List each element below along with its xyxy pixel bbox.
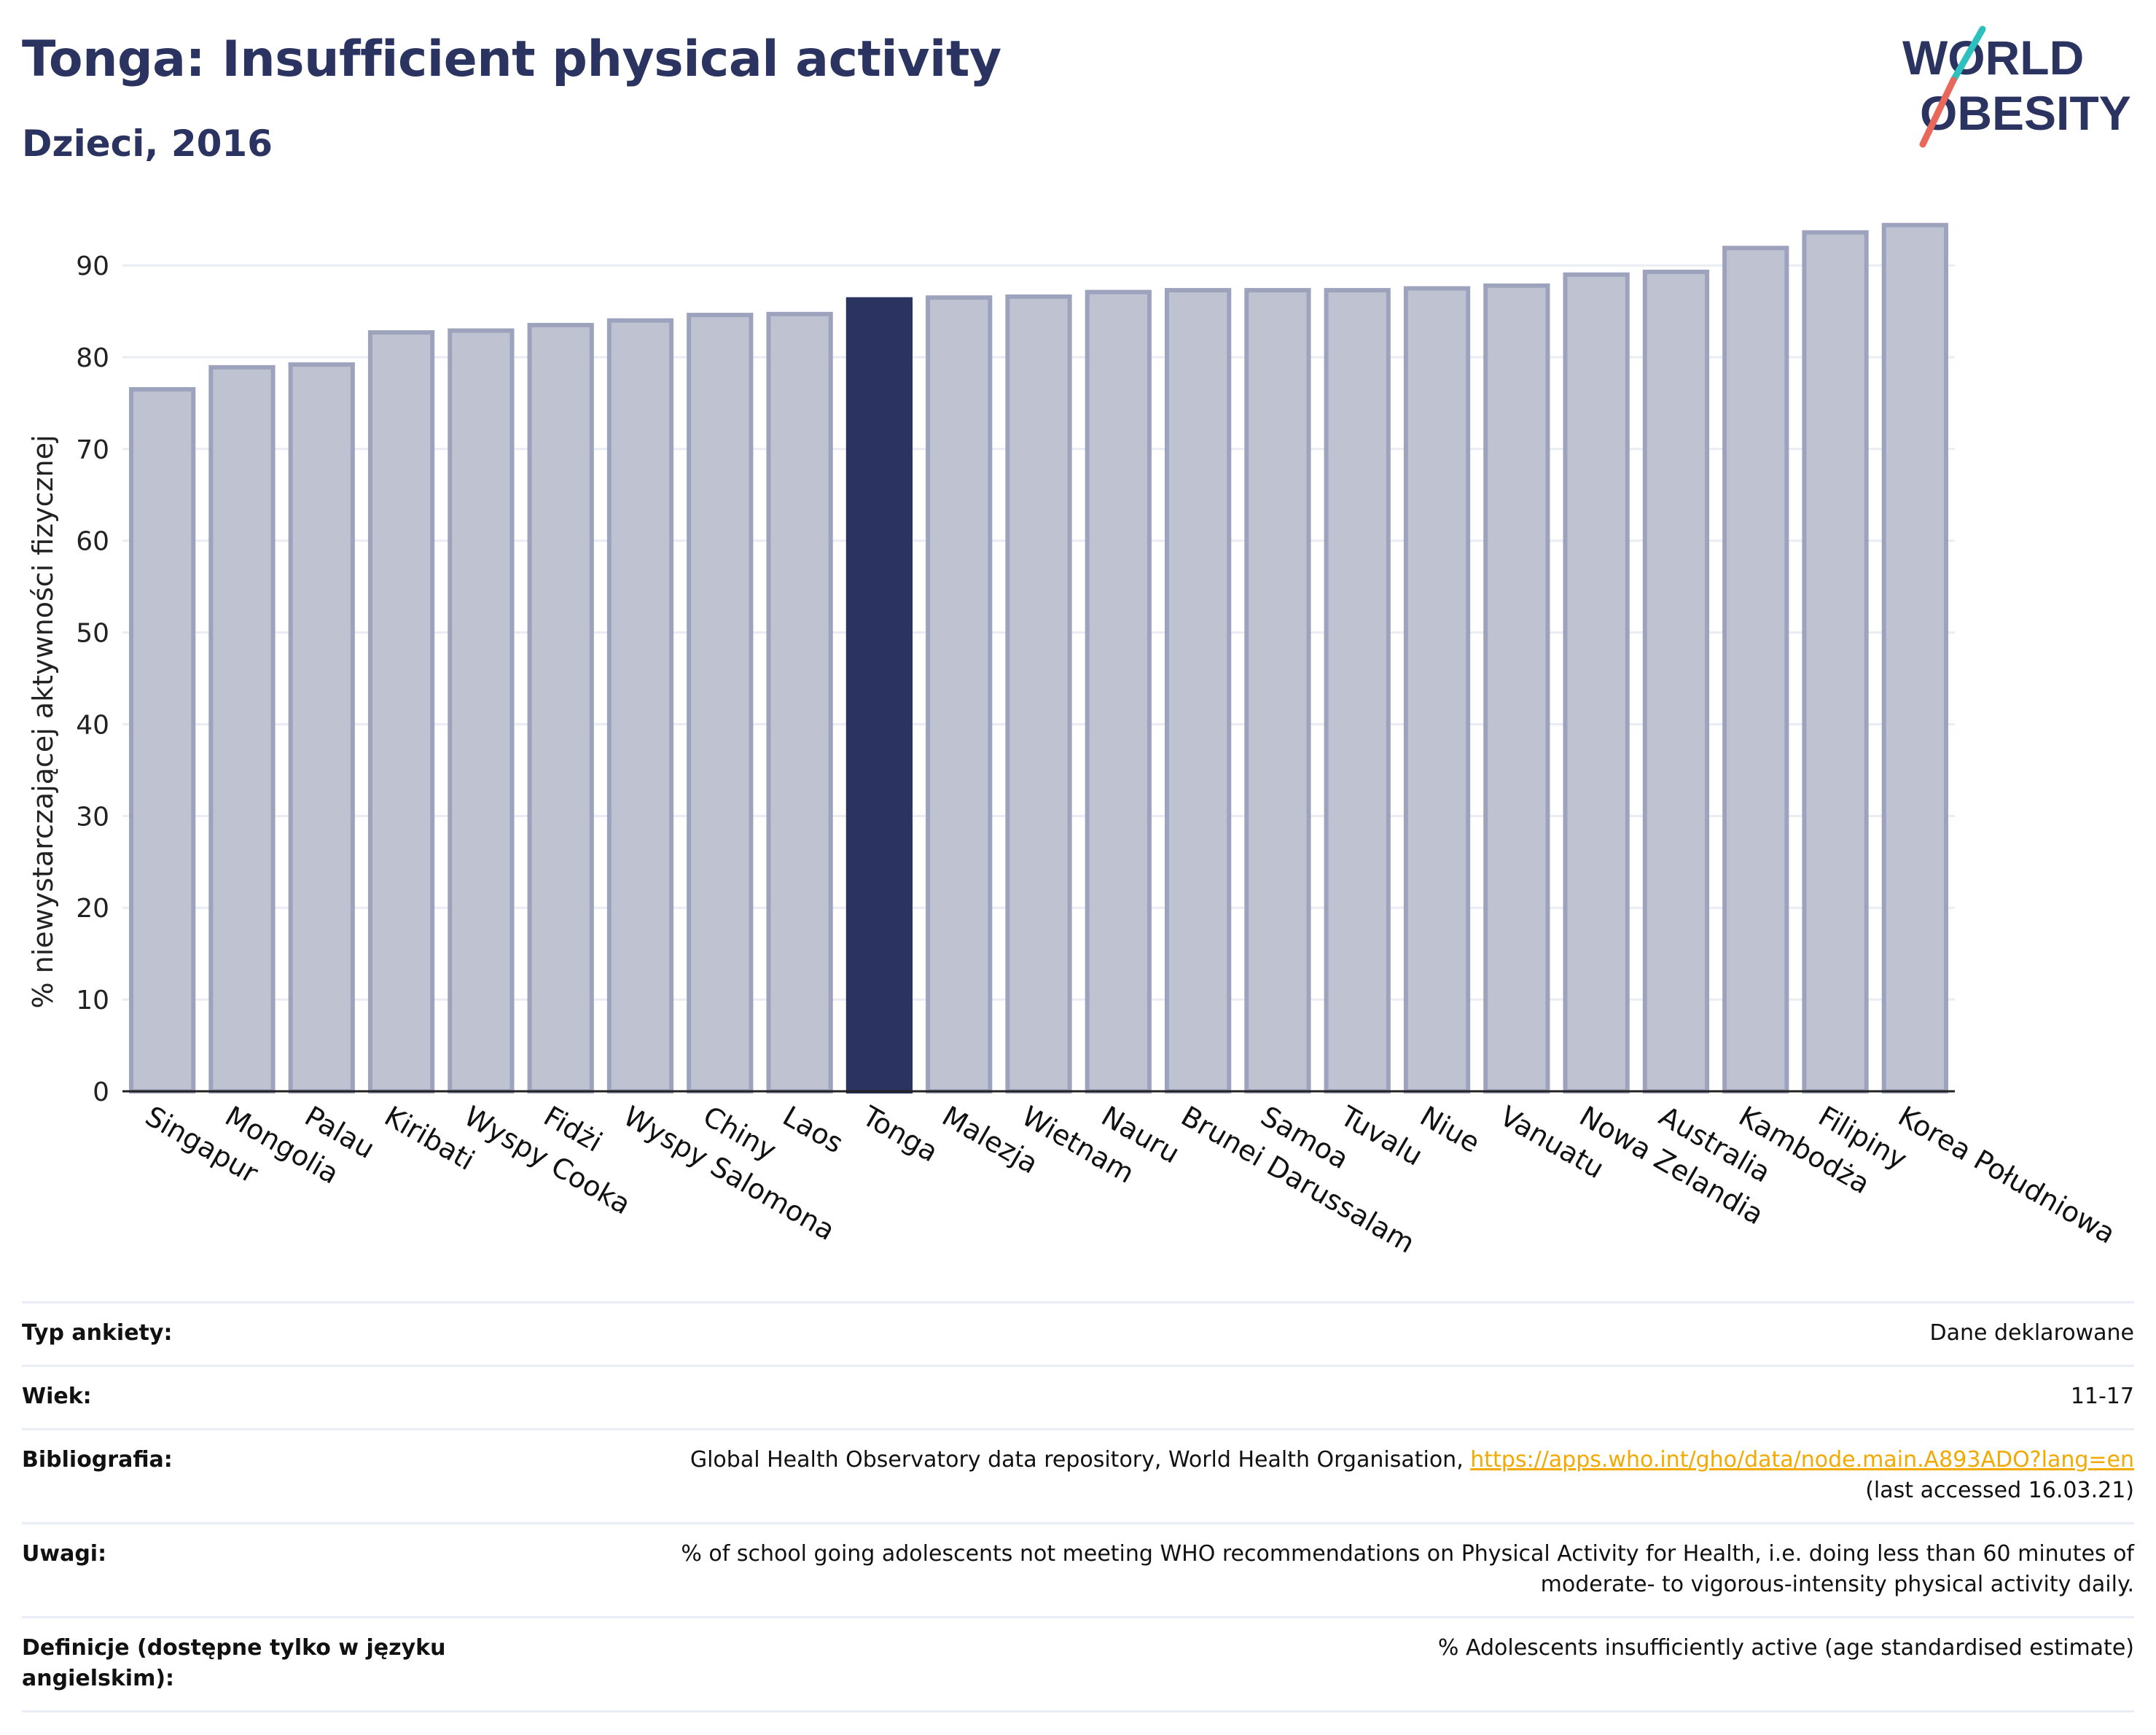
info-label: Definicje (dostępne tylko w języku angie…	[22, 1616, 488, 1712]
bar	[1403, 286, 1471, 1093]
bar	[1085, 289, 1152, 1093]
bar	[527, 322, 594, 1093]
bar	[1802, 230, 1869, 1093]
bar	[766, 311, 833, 1093]
y-tick-label: 20	[76, 894, 109, 924]
bar	[1483, 283, 1550, 1094]
info-value: Global Health Observatory data repositor…	[488, 1428, 2134, 1524]
bar-chart: 0 10 20 30 40 50 60 70 80 90 SingapurMongoliaPala…	[27, 222, 2121, 1260]
x-tick-label: Niue	[1415, 1100, 1485, 1159]
info-row-survey-type: Typ ankiety: Dane deklarowane	[22, 1301, 2134, 1366]
bar	[129, 387, 196, 1093]
bar	[1244, 288, 1311, 1094]
bar	[1005, 294, 1072, 1093]
y-tick-label: 70	[76, 435, 109, 465]
info-value: Dane deklarowane	[488, 1301, 2134, 1366]
y-tick-label: 60	[76, 527, 109, 557]
bar	[1881, 222, 1948, 1094]
bars	[129, 222, 1948, 1094]
logo-slash-red	[1919, 77, 1957, 148]
bar	[606, 318, 674, 1093]
x-tick-label: Laos	[778, 1100, 849, 1160]
x-tick-label: Kiribati	[379, 1100, 480, 1177]
y-tick-label: 90	[76, 252, 109, 281]
info-label: Bibliografia:	[22, 1428, 488, 1524]
y-tick-label: 10	[76, 986, 109, 1015]
info-row-definitions: Definicje (dostępne tylko w języku angie…	[22, 1616, 2134, 1712]
info-value: 11-17	[488, 1365, 2134, 1430]
notes-line2: moderate- to vigorous-intensity physical…	[1540, 1572, 2134, 1597]
bar	[1642, 269, 1710, 1094]
notes-line1: % of school going adolescents not meetin…	[681, 1541, 2134, 1567]
bar	[367, 330, 435, 1094]
info-value: % Adolescents insufficiently active (age…	[488, 1616, 2134, 1712]
bar	[1722, 246, 1789, 1093]
bibliography-text: Global Health Observatory data repositor…	[690, 1447, 1471, 1473]
info-row-bibliography: Bibliografia: Global Health Observatory …	[22, 1428, 2134, 1524]
info-row-notes: Uwagi: % of school going adolescents not…	[22, 1522, 2134, 1618]
y-tick-label: 40	[76, 710, 109, 740]
chart-title: Tonga: Insufficient physical activity	[22, 31, 1001, 88]
bar	[926, 295, 993, 1094]
logo-line2: OBESITY	[1920, 86, 2131, 140]
info-value: % of school going adolescents not meetin…	[488, 1522, 2134, 1618]
logo-line1: WORLD	[1902, 31, 2084, 85]
bar	[1164, 288, 1232, 1094]
x-tick-label: Korea Południowa	[1893, 1100, 2121, 1250]
bar	[208, 364, 276, 1094]
bar	[1324, 288, 1391, 1094]
info-row-age: Wiek: 11-17	[22, 1365, 2134, 1430]
bar-highlight	[845, 297, 913, 1093]
y-tick-label: 0	[93, 1077, 109, 1107]
y-tick-labels: 0 10 20 30 40 50 60 70 80 90	[76, 252, 109, 1107]
bibliography-link[interactable]: https://apps.who.int/gho/data/node.main.…	[1470, 1447, 2134, 1473]
info-label: Uwagi:	[22, 1522, 488, 1618]
y-tick-label: 30	[76, 802, 109, 832]
info-label: Typ ankiety:	[22, 1301, 488, 1366]
x-tick-label: Tonga	[856, 1099, 943, 1168]
y-axis-label: % niewystarczającej aktywności fizycznej	[27, 434, 59, 1008]
bar	[1563, 272, 1630, 1093]
bar	[687, 313, 754, 1094]
bar	[288, 362, 355, 1093]
info-label: Wiek:	[22, 1365, 488, 1430]
x-tick-label: Tuvalu	[1335, 1099, 1428, 1172]
y-tick-label: 50	[76, 619, 109, 649]
y-tick-label: 80	[76, 343, 109, 373]
bar	[448, 328, 515, 1093]
logo-slash-teal	[1950, 26, 1986, 84]
world-obesity-logo: WORLD OBESITY	[1902, 26, 2131, 148]
info-table: Typ ankiety: Dane deklarowane Wiek: 11-1…	[22, 1301, 2134, 1712]
bibliography-accessed: (last accessed 16.03.21)	[1865, 1478, 2134, 1503]
chart-subtitle: Dzieci, 2016	[22, 122, 273, 165]
